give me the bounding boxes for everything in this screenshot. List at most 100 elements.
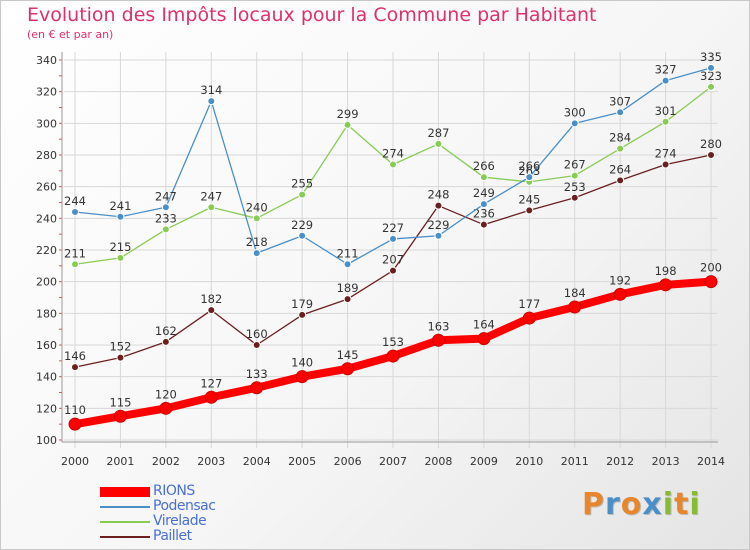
data-label-paillet: 248	[427, 188, 449, 202]
data-point-podensac	[207, 97, 216, 106]
data-label-paillet: 146	[64, 349, 86, 363]
data-point-virelade	[389, 160, 398, 169]
data-point-podensac	[525, 173, 534, 182]
data-label-podensac: 307	[609, 94, 631, 108]
data-label-paillet: 280	[700, 137, 722, 151]
legend-swatch	[100, 506, 150, 508]
legend-label: Podensac	[153, 498, 216, 514]
y-tick-label: 100	[36, 434, 57, 447]
data-label-virelade: 263	[518, 164, 540, 178]
data-label-virelade: 301	[655, 104, 677, 118]
data-label-virelade: 323	[700, 69, 722, 83]
data-label-podensac: 244	[64, 194, 86, 208]
logo-letter: r	[605, 487, 621, 522]
legend-item-rions: RIONS	[100, 483, 260, 500]
y-tick-label: 300	[36, 117, 57, 130]
data-point-rions	[113, 409, 127, 423]
data-label-paillet: 152	[109, 340, 131, 354]
data-point-virelade	[161, 225, 170, 234]
legend-label: RIONS	[153, 483, 195, 499]
y-tick-label: 240	[36, 212, 57, 225]
data-point-paillet	[343, 295, 352, 304]
y-tick-label: 340	[36, 54, 57, 67]
data-label-paillet: 274	[655, 147, 677, 161]
data-label-virelade: 287	[427, 126, 449, 140]
data-point-paillet	[252, 341, 261, 349]
data-label-podensac: 249	[473, 186, 495, 200]
y-tick-label: 220	[36, 244, 57, 257]
data-label-paillet: 207	[382, 253, 404, 267]
data-point-paillet	[161, 337, 170, 346]
data-label-podensac: 241	[109, 199, 131, 213]
data-label-rions: 200	[700, 261, 722, 275]
data-point-rions	[431, 333, 445, 347]
data-label-rions: 153	[382, 335, 404, 349]
data-label-rions: 127	[200, 376, 222, 390]
data-label-virelade: 266	[473, 159, 495, 173]
x-tick-label: 2001	[106, 455, 134, 468]
data-point-paillet	[479, 220, 488, 229]
data-label-podensac: 218	[246, 235, 268, 249]
data-point-virelade	[616, 144, 625, 153]
proxiti-logo: Proxiti	[582, 487, 701, 522]
data-label-virelade: 215	[109, 240, 131, 254]
legend-item-virelade: Virelade	[100, 513, 260, 530]
data-label-virelade: 247	[200, 189, 222, 203]
x-tick-label: 2009	[470, 455, 498, 468]
data-point-virelade	[479, 173, 488, 182]
data-point-paillet	[707, 151, 716, 159]
chart-title: Evolution des Impôts locaux pour la Comm…	[27, 4, 597, 26]
data-label-paillet: 264	[609, 162, 631, 176]
data-label-paillet: 179	[291, 297, 313, 311]
data-point-virelade	[570, 171, 579, 180]
y-tick-label: 260	[36, 181, 57, 194]
x-tick-label: 2013	[652, 455, 680, 468]
data-point-podensac	[434, 231, 443, 240]
data-point-rions	[295, 370, 309, 384]
data-point-virelade	[298, 190, 307, 199]
legend-label: Virelade	[153, 513, 207, 529]
data-point-rions	[341, 362, 355, 376]
data-point-rions	[68, 417, 82, 431]
x-tick-label: 2003	[197, 455, 225, 468]
data-point-virelade	[116, 253, 125, 262]
y-tick-label: 180	[36, 307, 57, 320]
data-point-rions	[659, 278, 673, 292]
data-label-podensac: 247	[155, 189, 177, 203]
data-point-rions	[522, 311, 536, 325]
data-label-podensac: 335	[700, 50, 722, 64]
x-tick-label: 2007	[379, 455, 407, 468]
data-point-virelade	[343, 120, 352, 129]
data-point-paillet	[525, 206, 534, 215]
x-tick-label: 2002	[152, 455, 180, 468]
data-label-virelade: 284	[609, 131, 631, 145]
data-label-virelade: 255	[291, 177, 313, 191]
data-point-paillet	[298, 310, 307, 319]
data-point-podensac	[298, 231, 307, 240]
x-tick-label: 2012	[606, 455, 634, 468]
data-point-virelade	[252, 214, 261, 223]
data-label-rions: 184	[564, 286, 586, 300]
logo-letter: i	[689, 487, 701, 522]
y-tick-label: 160	[36, 339, 57, 352]
data-point-rions	[477, 332, 491, 346]
data-label-virelade: 233	[155, 211, 177, 225]
data-label-rions: 120	[155, 387, 177, 401]
data-point-paillet	[661, 160, 670, 169]
data-point-podensac	[161, 203, 170, 212]
chart-legend: RIONS Podensac Virelade Paillet	[100, 483, 260, 545]
data-label-virelade: 211	[64, 246, 86, 260]
data-label-virelade: 274	[382, 147, 404, 161]
data-point-podensac	[570, 119, 579, 128]
data-point-virelade	[661, 117, 670, 126]
data-point-paillet	[434, 201, 443, 210]
data-label-podensac: 227	[382, 221, 404, 235]
data-label-podensac: 266	[518, 159, 540, 173]
legend-swatch	[100, 521, 150, 523]
data-label-rions: 164	[473, 318, 495, 332]
data-point-podensac	[616, 108, 625, 117]
data-label-podensac: 327	[655, 63, 677, 77]
data-point-rions	[704, 275, 718, 289]
data-label-virelade: 240	[246, 200, 268, 214]
